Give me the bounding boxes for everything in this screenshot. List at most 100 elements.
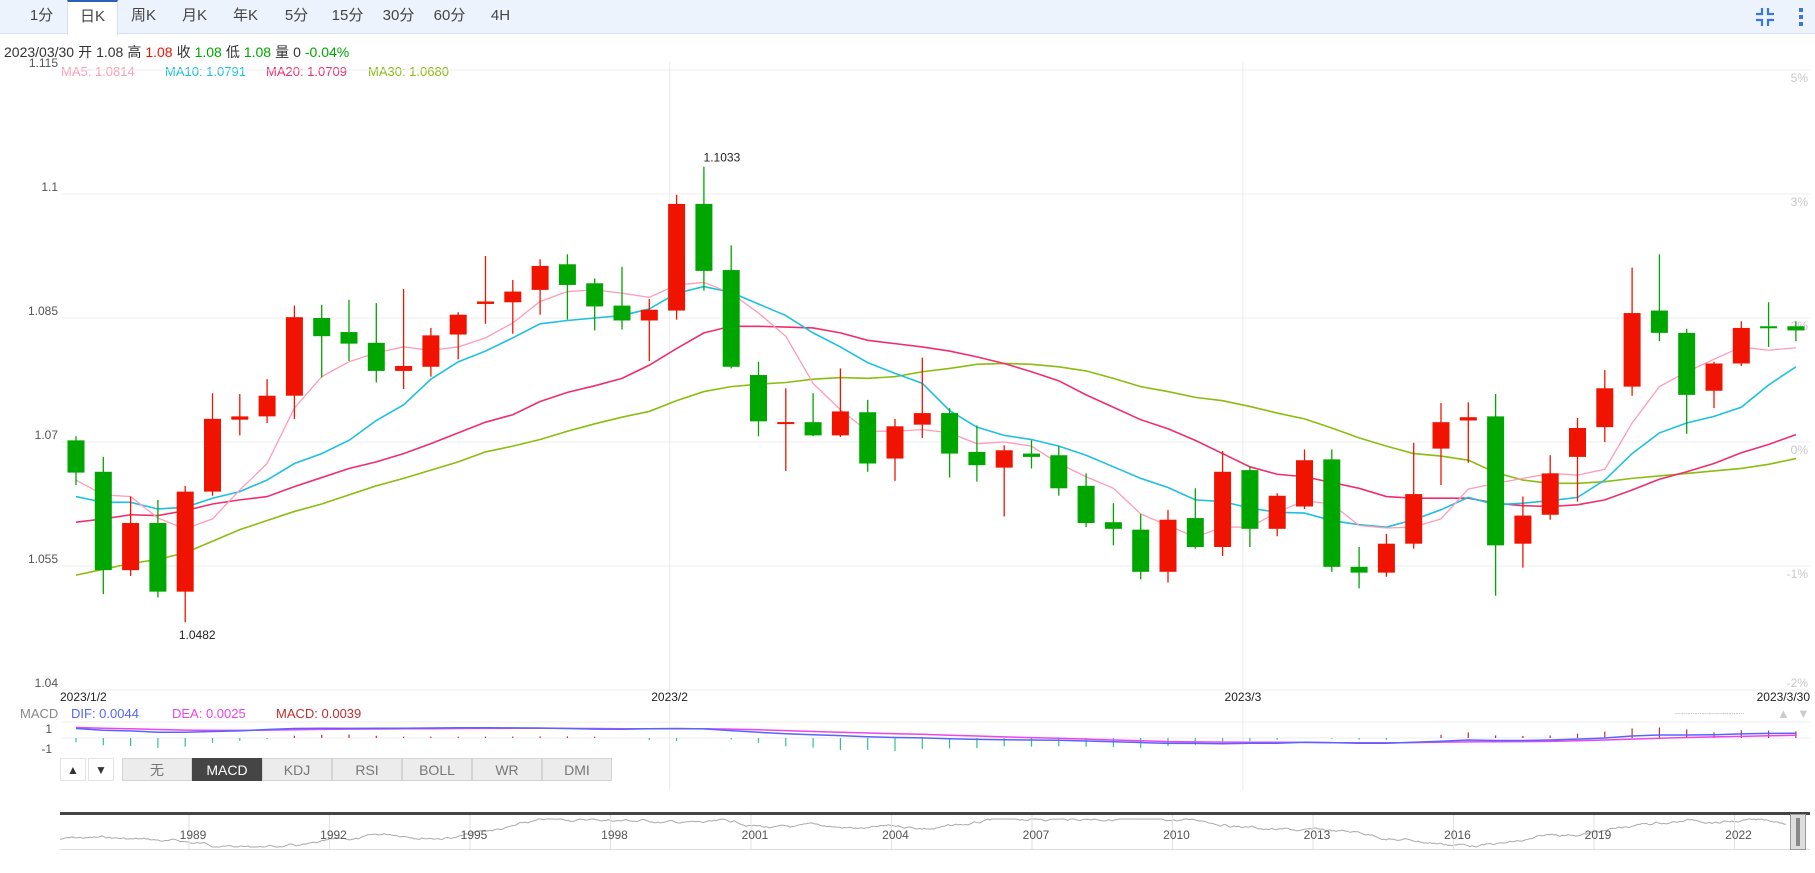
candle-body — [1787, 326, 1805, 331]
ma20-line — [75, 325, 1797, 523]
x-axis-label: 2023/3/30 — [1757, 690, 1811, 704]
candle — [886, 418, 904, 481]
candle — [285, 305, 303, 419]
candle — [668, 194, 686, 320]
high-value: 1.08 — [145, 44, 173, 60]
candle-body — [258, 395, 276, 417]
candle-body — [750, 375, 767, 422]
candle — [1077, 473, 1095, 528]
candlestick-chart[interactable]: 1.115 5% 1.1 3% 1.085 2% 1.07 0% 1.055 -1% 1.04 -2%… — [0, 0, 1815, 812]
candle — [1104, 503, 1122, 546]
period-tab-7[interactable]: 30分 — [382, 7, 415, 24]
ma10-legend: MA10: 1.0791 — [165, 64, 246, 79]
candle-body — [477, 301, 494, 304]
pane-down-icon[interactable]: ▼ — [1797, 706, 1810, 721]
period-tab-1[interactable]: 日K — [67, 0, 118, 35]
candle — [258, 379, 276, 423]
candle — [1350, 547, 1368, 589]
indicator-tab-kdj[interactable]: KDJ — [262, 758, 332, 781]
candle — [1787, 321, 1805, 342]
indicator-tab-rsi[interactable]: RSI — [332, 758, 402, 781]
candle — [477, 256, 494, 324]
max-price-label: 1.1033 — [704, 151, 741, 165]
pane-resize-handle[interactable]: ┈┈┈┈┈┈┈┈┈┈ — [1675, 706, 1744, 721]
candle — [558, 254, 576, 320]
candle-body — [695, 203, 713, 271]
candle-body — [422, 335, 440, 367]
indicator-tab-dmi[interactable]: DMI — [542, 758, 612, 781]
candle-body — [1323, 459, 1341, 567]
navigator-year-label: 2010 — [1163, 828, 1190, 842]
time-navigator[interactable]: 1989 1992 1995 1998 2001 2004 2007 2010 2013 2016… — [59, 812, 1810, 850]
candle — [777, 388, 795, 471]
scroll-up-button[interactable]: ▲ — [60, 758, 86, 781]
navigator-year-label: 2007 — [1023, 828, 1050, 842]
navigator-year-label: 2019 — [1585, 828, 1612, 842]
period-tab-9[interactable]: 4H — [490, 7, 511, 24]
navigator-year-label: 2016 — [1444, 828, 1471, 842]
candle — [1487, 394, 1505, 596]
candle — [613, 266, 631, 330]
candle-body — [340, 332, 358, 344]
candle-body — [1514, 515, 1532, 544]
navigator-year-label: 2004 — [882, 828, 909, 842]
candle — [1678, 328, 1696, 434]
indicator-tab-macd[interactable]: MACD — [192, 758, 262, 781]
navigator-drag-handle[interactable] — [1790, 814, 1806, 850]
candle-body — [313, 318, 331, 337]
period-tab-2[interactable]: 周K — [130, 7, 156, 24]
more-vertical-icon[interactable] — [1790, 6, 1812, 28]
navigator-line — [59, 818, 1787, 848]
candle — [586, 278, 604, 331]
period-tab-5[interactable]: 5分 — [284, 7, 309, 24]
candle — [1514, 496, 1532, 568]
pct-tick-label: -1% — [1787, 567, 1809, 581]
candle-body — [1569, 427, 1586, 457]
candle-body — [1650, 310, 1668, 333]
candle — [913, 357, 931, 438]
candle — [340, 299, 358, 361]
navigator-year-label: 2013 — [1304, 828, 1331, 842]
period-tab-3[interactable]: 月K — [181, 7, 207, 24]
candle-body — [1159, 519, 1177, 572]
high-label: 高 — [127, 44, 142, 60]
candle — [722, 245, 740, 369]
candle-body — [558, 264, 576, 285]
candle — [968, 425, 986, 482]
candle — [504, 279, 522, 334]
indicator-tab-wr[interactable]: WR — [472, 758, 542, 781]
navigator-year-label: 1995 — [461, 828, 488, 842]
candle-body — [831, 411, 849, 436]
candle — [1377, 533, 1395, 577]
candle-body — [941, 413, 959, 454]
indicator-tab-boll[interactable]: BOLL — [402, 758, 472, 781]
candle-body — [1596, 388, 1614, 428]
y-tick-label: 1.1 — [41, 180, 58, 194]
macd-y-tick: -1 — [41, 742, 52, 756]
candle — [313, 304, 331, 378]
candle-body — [1623, 313, 1641, 387]
indicator-tab-无[interactable]: 无 — [122, 758, 192, 781]
candle-body — [1241, 470, 1259, 529]
x-axis-label: 2023/1/2 — [60, 690, 107, 704]
candle-body — [1104, 522, 1122, 529]
y-tick-label: 1.085 — [28, 304, 58, 318]
ma20-legend: MA20: 1.0709 — [266, 64, 347, 79]
candle — [1541, 455, 1559, 520]
candle — [367, 303, 385, 383]
candle-body — [285, 317, 303, 396]
dea-legend: DEA: 0.0025 — [172, 706, 246, 721]
candle — [531, 259, 549, 315]
macd-y-tick: 1 — [45, 722, 52, 736]
compress-icon[interactable] — [1754, 6, 1776, 28]
candle-body — [1350, 566, 1368, 573]
period-tab-0[interactable]: 1分 — [29, 7, 54, 24]
scroll-down-button[interactable]: ▼ — [88, 758, 114, 781]
period-tab-6[interactable]: 15分 — [331, 7, 364, 24]
candle — [94, 456, 112, 595]
period-tab-4[interactable]: 年K — [232, 7, 258, 24]
pane-up-icon[interactable]: ▲ — [1777, 706, 1790, 721]
period-tab-8[interactable]: 60分 — [433, 7, 466, 24]
candle-body — [1377, 543, 1395, 573]
candle-body — [1541, 473, 1559, 515]
